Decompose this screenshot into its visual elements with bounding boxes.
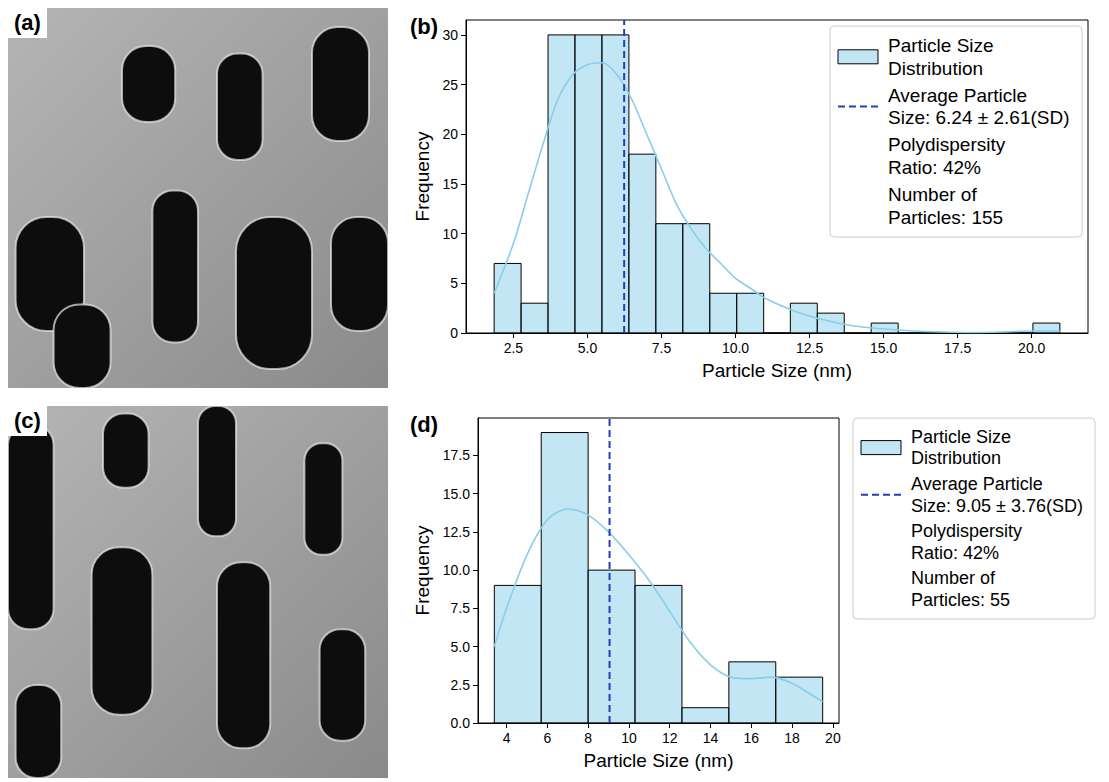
svg-text:15: 15 bbox=[442, 176, 458, 192]
svg-text:18: 18 bbox=[784, 730, 800, 746]
svg-text:5: 5 bbox=[450, 275, 458, 291]
html-text:(a): (a) bbox=[14, 10, 41, 35]
svg-text:17.5: 17.5 bbox=[944, 340, 971, 356]
svg-text:(d): (d) bbox=[410, 412, 438, 437]
svg-text:14: 14 bbox=[703, 730, 719, 746]
svg-text:12: 12 bbox=[662, 730, 678, 746]
svg-text:10.0: 10.0 bbox=[722, 340, 749, 356]
svg-text:4: 4 bbox=[503, 730, 511, 746]
svg-text:20: 20 bbox=[825, 730, 841, 746]
svg-text:20.0: 20.0 bbox=[1018, 340, 1045, 356]
svg-text:7.5: 7.5 bbox=[652, 340, 672, 356]
svg-text:Size: 6.24 ± 2.61(SD): Size: 6.24 ± 2.61(SD) bbox=[888, 107, 1070, 128]
svg-text:Particle Size (nm): Particle Size (nm) bbox=[702, 360, 852, 381]
svg-text:(b): (b) bbox=[410, 14, 438, 39]
svg-text:Number of: Number of bbox=[888, 184, 977, 205]
svg-text:6: 6 bbox=[543, 730, 551, 746]
svg-text:Size: 9.05 ± 3.76(SD): Size: 9.05 ± 3.76(SD) bbox=[911, 496, 1083, 516]
svg-text:Particle Size: Particle Size bbox=[888, 35, 994, 56]
svg-text:5.0: 5.0 bbox=[451, 639, 471, 655]
svg-text:10: 10 bbox=[621, 730, 637, 746]
svg-text:10: 10 bbox=[442, 226, 458, 242]
svg-text:Frequency: Frequency bbox=[412, 525, 433, 615]
svg-text:Particles: 55: Particles: 55 bbox=[911, 590, 1010, 610]
svg-text:15.0: 15.0 bbox=[870, 340, 897, 356]
svg-text:7.5: 7.5 bbox=[451, 600, 471, 616]
svg-text:Polydispersity: Polydispersity bbox=[911, 521, 1022, 541]
svg-text:Ratio: 42%: Ratio: 42% bbox=[911, 543, 999, 563]
svg-text:Distribution: Distribution bbox=[888, 58, 983, 79]
svg-text:20: 20 bbox=[442, 126, 458, 142]
svg-text:25: 25 bbox=[442, 77, 458, 93]
svg-text:Frequency: Frequency bbox=[412, 131, 433, 221]
svg-text:0: 0 bbox=[450, 325, 458, 341]
svg-text:12.5: 12.5 bbox=[796, 340, 823, 356]
svg-text:15.0: 15.0 bbox=[443, 486, 470, 502]
svg-text:2.5: 2.5 bbox=[504, 340, 524, 356]
svg-text:Particle Size: Particle Size bbox=[911, 427, 1011, 447]
svg-text:Number of: Number of bbox=[911, 568, 996, 588]
svg-text:Particles: 155: Particles: 155 bbox=[888, 207, 1003, 228]
svg-text:17.5: 17.5 bbox=[443, 447, 470, 463]
svg-text:Average Particle: Average Particle bbox=[888, 85, 1027, 106]
svg-text:Average Particle: Average Particle bbox=[911, 474, 1043, 494]
svg-text:30: 30 bbox=[442, 27, 458, 43]
svg-text:12.5: 12.5 bbox=[443, 524, 470, 540]
svg-text:0.0: 0.0 bbox=[451, 715, 471, 731]
svg-text:5.0: 5.0 bbox=[578, 340, 598, 356]
svg-text:Ratio: 42%: Ratio: 42% bbox=[888, 157, 981, 178]
svg-text:2.5: 2.5 bbox=[451, 677, 471, 693]
svg-text:16: 16 bbox=[744, 730, 760, 746]
svg-text:10.0: 10.0 bbox=[443, 562, 470, 578]
svg-text:Distribution: Distribution bbox=[911, 448, 1001, 468]
svg-text:Particle Size (nm): Particle Size (nm) bbox=[584, 750, 734, 771]
html-text:(c): (c) bbox=[14, 408, 41, 433]
svg-text:Polydispersity: Polydispersity bbox=[888, 134, 1006, 155]
svg-text:8: 8 bbox=[584, 730, 592, 746]
